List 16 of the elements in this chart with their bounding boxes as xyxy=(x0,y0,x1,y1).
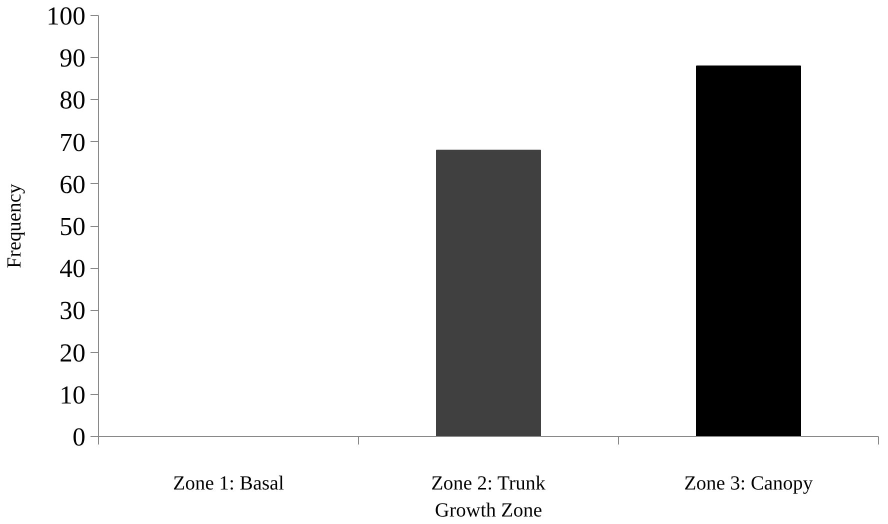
x-tick-label: Zone 2: Trunk xyxy=(431,472,546,494)
y-tick-label: 50 xyxy=(60,212,86,241)
y-tick-label: 10 xyxy=(60,380,86,410)
x-tick-label: Zone 1: Basal xyxy=(172,472,284,494)
y-tick-label: 40 xyxy=(60,254,86,284)
y-tick-label: 0 xyxy=(72,422,86,452)
x-axis-title: Growth Zone xyxy=(434,500,542,522)
y-tick-label: 60 xyxy=(60,170,86,199)
y-tick-label: 100 xyxy=(46,2,86,30)
y-tick-label: 80 xyxy=(60,86,86,115)
y-tick-label: 30 xyxy=(60,296,86,326)
y-tick-label: 90 xyxy=(60,44,86,73)
x-tick-label: Zone 3: Canopy xyxy=(684,472,813,494)
y-tick-label: 70 xyxy=(60,128,86,157)
y-axis-title: Frequency xyxy=(4,184,26,268)
y-tick-label: 20 xyxy=(60,338,86,368)
